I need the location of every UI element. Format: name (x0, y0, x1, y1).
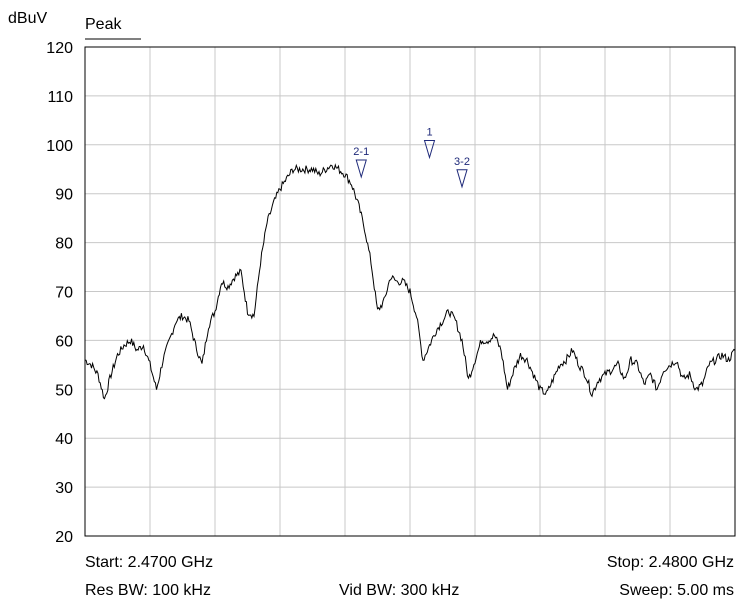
marker-label: 1 (426, 126, 432, 138)
start-frequency: Start: 2.4700 GHz (85, 554, 214, 571)
marker-label: 2-1 (353, 146, 369, 158)
y-tick-label: 50 (55, 382, 73, 399)
y-axis-label: dBuV (8, 10, 47, 27)
y-tick-labels: 20 30 40 50 60 70 80 90 100 110 120 (46, 40, 73, 546)
y-tick-label: 40 (55, 431, 73, 448)
marker-triangle (423, 139, 436, 160)
y-tick-label: 30 (55, 480, 73, 497)
stop-frequency: Stop: 2.4800 GHz (606, 554, 734, 571)
y-tick-label: 80 (55, 236, 73, 253)
y-tick-label: 20 (55, 529, 73, 546)
sweep-time: Sweep: 5.00 ms (619, 582, 734, 599)
y-tick-label: 100 (46, 138, 73, 155)
trace-label: Peak (85, 16, 122, 33)
spectrum-trace (84, 163, 736, 400)
video-bandwidth: Vid BW: 300 kHz (339, 582, 460, 599)
marker-triangle (456, 169, 468, 189)
marker-group: 1 2-1 3-2 (353, 126, 470, 189)
y-tick-label: 110 (47, 89, 73, 106)
marker-label: 3-2 (454, 156, 470, 168)
plot-frame (84, 46, 736, 537)
y-tick-label: 90 (55, 187, 73, 204)
resolution-bandwidth: Res BW: 100 kHz (85, 582, 211, 599)
y-tick-label: 60 (55, 333, 73, 350)
y-tick-label: 70 (55, 285, 73, 302)
marker-triangle (355, 159, 367, 179)
y-tick-label: 120 (46, 40, 73, 57)
